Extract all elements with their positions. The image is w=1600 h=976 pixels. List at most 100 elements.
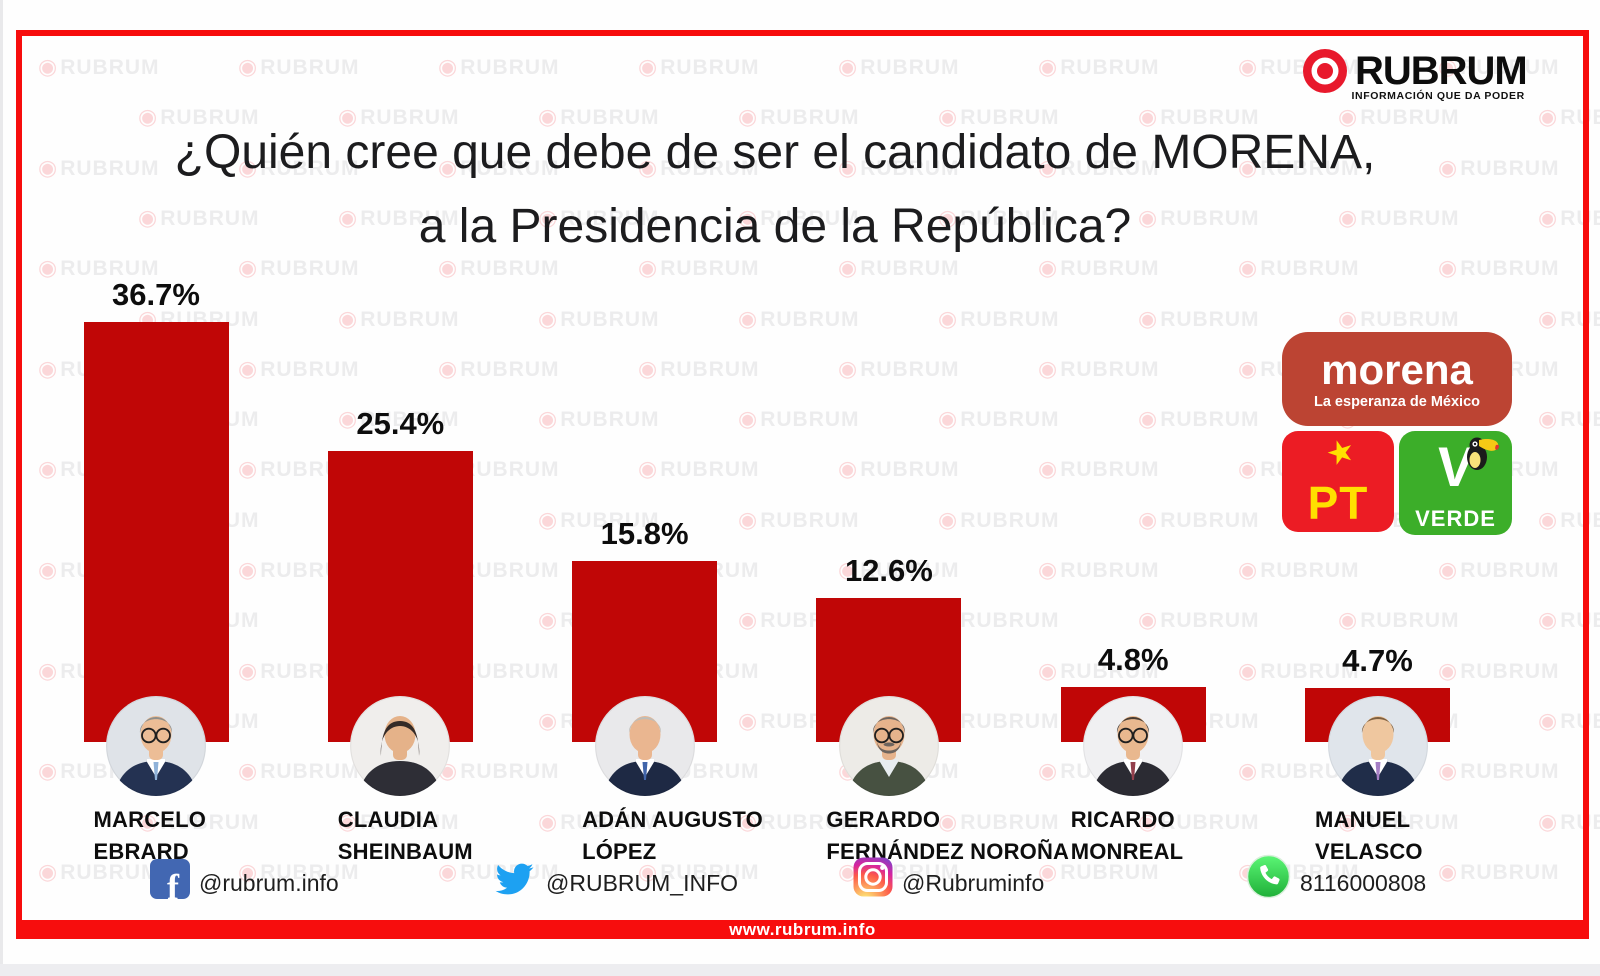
bar <box>83 321 229 742</box>
verde-logo: V VERDE <box>1399 431 1512 535</box>
watermark: ◉RUBRUM <box>1538 406 1600 432</box>
watermark: ◉RUBRUM <box>338 104 460 130</box>
watermark: ◉RUBRUM <box>538 808 660 834</box>
bar-value-label: 36.7% <box>112 276 200 312</box>
website-url-bar[interactable]: www.rubrum.info <box>16 920 1589 939</box>
watermark: ◉RUBRUM <box>538 506 660 532</box>
candidate-photo <box>106 696 206 796</box>
facebook-icon[interactable]: f <box>150 859 190 899</box>
watermark: ◉RUBRUM <box>1538 204 1600 230</box>
watermark: ◉RUBRUM <box>1038 355 1160 381</box>
bar <box>327 451 473 742</box>
watermark: ◉RUBRUM <box>1238 255 1360 281</box>
watermark: ◉RUBRUM <box>38 54 160 79</box>
watermark: ◉RUBRUM <box>1338 808 1460 834</box>
watermark: ◉RUBRUM <box>1038 657 1160 683</box>
watermark: ◉RUBRUM <box>1138 104 1260 130</box>
twitter-icon[interactable] <box>492 860 537 898</box>
bar-value-label: 4.7% <box>1342 643 1413 679</box>
watermark: ◉RUBRUM <box>1538 104 1600 130</box>
watermark: ◉RUBRUM <box>1138 204 1260 230</box>
watermark: ◉RUBRUM <box>1438 858 1560 884</box>
watermark: ◉RUBRUM <box>1038 557 1160 582</box>
candidate-photo <box>1083 696 1184 796</box>
watermark: ◉RUBRUM <box>538 406 660 432</box>
watermark: ◉RUBRUM <box>1538 305 1600 331</box>
watermark: ◉RUBRUM <box>38 858 160 884</box>
watermark: ◉RUBRUM <box>1338 204 1460 230</box>
morena-tagline: La esperanza de México <box>1313 393 1480 410</box>
website-url: www.rubrum.info <box>729 919 876 939</box>
candidate-photo <box>350 696 451 796</box>
watermark: ◉RUBRUM <box>638 255 760 281</box>
watermark: ◉RUBRUM <box>1438 54 1560 79</box>
twitter-handle: @RUBRUM_INFO <box>546 870 739 896</box>
watermark: ◉RUBRUM <box>1138 305 1260 331</box>
watermark: ◉RUBRUM <box>238 154 360 180</box>
watermark: ◉RUBRUM <box>838 456 960 482</box>
watermark: ◉RUBRUM <box>1438 657 1560 683</box>
watermark: ◉RUBRUM <box>1338 104 1460 130</box>
whatsapp-icon[interactable] <box>1246 854 1291 899</box>
watermark: ◉RUBRUM <box>338 406 460 432</box>
watermark: ◉RUBRUM <box>238 858 360 884</box>
morena-logo: morena La esperanza de México <box>1282 332 1512 426</box>
brand-tagline: INFORMACIÓN QUE DA PODER <box>1351 90 1525 102</box>
star-icon: ★ <box>1321 431 1360 474</box>
bar-value-label: 25.4% <box>356 406 445 442</box>
watermark: ◉RUBRUM <box>1438 154 1560 180</box>
watermark: ◉RUBRUM <box>1138 808 1260 834</box>
twitter-handle-item[interactable]: @RUBRUM_INFO <box>492 855 738 899</box>
watermark: ◉RUBRUM <box>338 204 460 230</box>
watermark: ◉RUBRUM <box>838 355 960 381</box>
watermark: ◉RUBRUM <box>1038 54 1160 79</box>
watermark: ◉RUBRUM <box>238 758 360 784</box>
watermark: ◉RUBRUM <box>738 808 860 834</box>
watermark: ◉RUBRUM <box>538 305 660 331</box>
bar-value-label: 12.6% <box>844 552 933 588</box>
watermark: ◉RUBRUM <box>838 255 960 281</box>
pt-wordmark: PT <box>1307 477 1369 529</box>
instagram-handle-item[interactable]: @Rubruminfo <box>853 855 1044 899</box>
title-line-2: a la Presidencia de la República? <box>418 200 1132 253</box>
candidate-photo <box>1327 696 1428 796</box>
watermark: ◉RUBRUM <box>638 456 760 482</box>
instagram-icon[interactable] <box>853 857 893 897</box>
watermark: ◉RUBRUM <box>1038 154 1160 180</box>
candidate-photo <box>594 696 695 796</box>
candidate-name: MARCELO EBRARD <box>93 807 207 864</box>
watermark: ◉RUBRUM <box>938 506 1060 532</box>
page-edge-left <box>0 0 3 976</box>
watermark: ◉RUBRUM <box>238 255 360 281</box>
watermark: ◉RUBRUM <box>1038 858 1160 884</box>
watermark: ◉RUBRUM <box>338 808 460 834</box>
watermark: ◉RUBRUM <box>838 557 960 582</box>
watermark: ◉RUBRUM <box>1438 255 1560 281</box>
watermark: ◉RUBRUM <box>938 808 1060 834</box>
pt-logo: ★ PT <box>1282 431 1394 532</box>
whatsapp-handle-item[interactable]: 8116000808 <box>1246 854 1426 899</box>
facebook-handle-item[interactable]: f @rubrum.info <box>150 855 339 899</box>
watermark: ◉RUBRUM <box>638 858 760 884</box>
watermark: ◉RUBRUM <box>338 305 460 331</box>
watermark: ◉RUBRUM <box>38 255 160 281</box>
watermark: ◉RUBRUM <box>1038 255 1160 281</box>
candidate-name: GERARDO FERNÁNDEZ NOROÑA <box>826 807 1070 864</box>
bar-value-label: 15.8% <box>600 516 689 552</box>
title-line-1: ¿Quién cree que debe de ser el candidato… <box>174 126 1376 179</box>
watermark: ◉RUBRUM <box>1138 506 1260 532</box>
watermark: ◉RUBRUM <box>1138 607 1260 633</box>
toucan-icon <box>1467 437 1500 470</box>
watermark: ◉RUBRUM <box>438 858 560 884</box>
watermark: ◉RUBRUM <box>838 54 960 79</box>
watermark: ◉RUBRUM <box>1338 607 1460 633</box>
watermark: ◉RUBRUM <box>538 204 660 230</box>
watermark: ◉RUBRUM <box>1538 707 1600 733</box>
watermark: ◉RUBRUM <box>838 154 960 180</box>
morena-wordmark: morena <box>1321 345 1473 393</box>
watermark: ◉RUBRUM <box>738 204 860 230</box>
rubrum-target-icon <box>1303 49 1347 93</box>
candidate-name: MANUEL VELASCO <box>1315 807 1423 864</box>
